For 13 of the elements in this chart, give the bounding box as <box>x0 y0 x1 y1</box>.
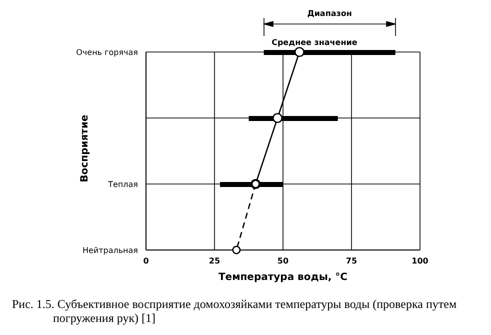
text: Рис. 1.5. Субъективное восприятие домохозяйками температуры воды (проверка путем погружения рук) [1] <box>12 297 458 325</box>
x-tick-label: 100 <box>412 256 429 266</box>
y-tick-label: Теплая <box>107 180 138 189</box>
text: Среднее значение <box>270 38 358 47</box>
text: Диапазон <box>306 9 353 18</box>
x-tick-label: 0 <box>143 256 150 266</box>
x-tick-label: 75 <box>346 256 358 266</box>
x-axis-title: Температура воды, °C <box>217 272 348 283</box>
y-axis-title: Восприятие <box>80 114 90 184</box>
y-tick-label: Очень горячая <box>76 48 138 57</box>
x-tick-label: 50 <box>277 256 289 266</box>
y-tick-label: Нейтральная <box>82 246 138 255</box>
x-tick-label: 25 <box>208 256 220 266</box>
